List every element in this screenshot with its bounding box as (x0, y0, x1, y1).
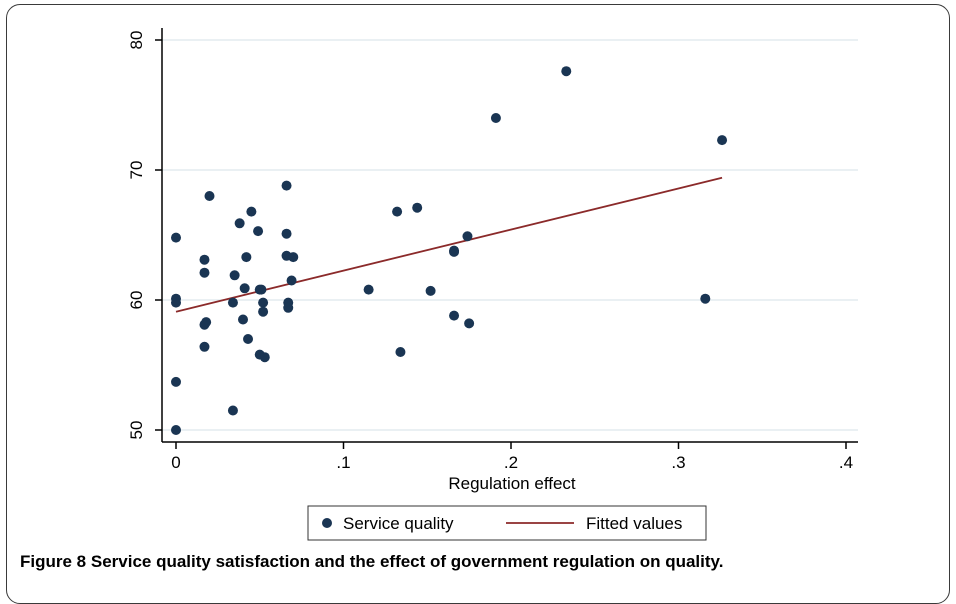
scatter-point (700, 293, 711, 304)
scatter-point (199, 341, 210, 352)
scatter-point (171, 376, 181, 387)
scatter-point (392, 206, 403, 217)
scatter-point (171, 425, 181, 435)
scatter-point (171, 232, 181, 243)
figure-caption: Figure 8 Service quality satisfaction an… (20, 552, 940, 572)
scatter-point (449, 246, 460, 257)
legend-label-service-quality: Service quality (343, 514, 454, 533)
scatter-point (258, 297, 269, 308)
scatter-point (449, 310, 460, 321)
y-tick-label-70: 70 (127, 161, 146, 180)
scatter-point (286, 275, 297, 286)
scatter-point (246, 206, 257, 217)
y-tick-label-50: 50 (127, 421, 146, 440)
scatter-point (256, 284, 267, 295)
scatter-point (288, 252, 299, 263)
scatter-point (227, 297, 238, 308)
scatter-point (395, 347, 406, 357)
scatter-point (201, 317, 212, 328)
x-tick-label-3: .3 (671, 453, 685, 472)
grid-lines (162, 28, 858, 442)
figure-label: Figure 8 (20, 552, 87, 571)
legend-label-fitted-values: Fitted values (586, 514, 682, 533)
x-tick-label-1: .1 (336, 453, 350, 472)
y-tick-label-60: 60 (127, 291, 146, 310)
y-tick-label-80: 80 (127, 31, 146, 50)
scatter-point (561, 66, 572, 77)
scatter-point (227, 405, 238, 416)
scatter-point (717, 135, 728, 146)
figure-title: Service quality satisfaction and the eff… (90, 552, 724, 571)
legend-marker-service-quality (322, 518, 332, 528)
scatter-point (204, 191, 215, 201)
scatter-point (258, 306, 269, 317)
data-points (171, 66, 728, 435)
x-tick-label-2: .2 (504, 453, 518, 472)
scatter-point (253, 226, 264, 237)
x-axis-title: Regulation effect (448, 474, 576, 493)
scatter-point (171, 297, 181, 308)
legend: Service quality Fitted values (307, 505, 707, 541)
scatter-point (241, 252, 252, 263)
scatter-point (490, 113, 501, 123)
scatter-point (234, 218, 245, 229)
scatter-point (243, 334, 254, 344)
scatter-point (229, 270, 240, 281)
scatter-point (199, 267, 210, 278)
scatter-point (239, 283, 250, 294)
x-tick-label-4: .4 (839, 453, 853, 472)
scatter-point (412, 202, 423, 213)
scatter-point (281, 180, 292, 191)
scatter-point (199, 254, 210, 265)
fitted-values-line (175, 176, 723, 313)
scatter-point (283, 302, 294, 313)
x-tick-label-0: 0 (171, 453, 180, 472)
scatter-point (259, 352, 270, 363)
scatter-chart: 50 60 70 80 0 .1 .2 .3 .4 Regulation effect Serv… (127, 28, 858, 541)
scatter-point (281, 228, 292, 239)
tick-labels: 50 60 70 80 0 .1 .2 .3 .4 (127, 31, 853, 472)
axes (155, 28, 858, 449)
scatter-point (425, 285, 436, 296)
plot-area (162, 28, 858, 442)
scatter-point (462, 231, 473, 242)
scatter-point (464, 318, 475, 329)
fit-line-layer (175, 176, 723, 313)
scatter-point (238, 314, 248, 325)
scatter-point (363, 284, 374, 295)
